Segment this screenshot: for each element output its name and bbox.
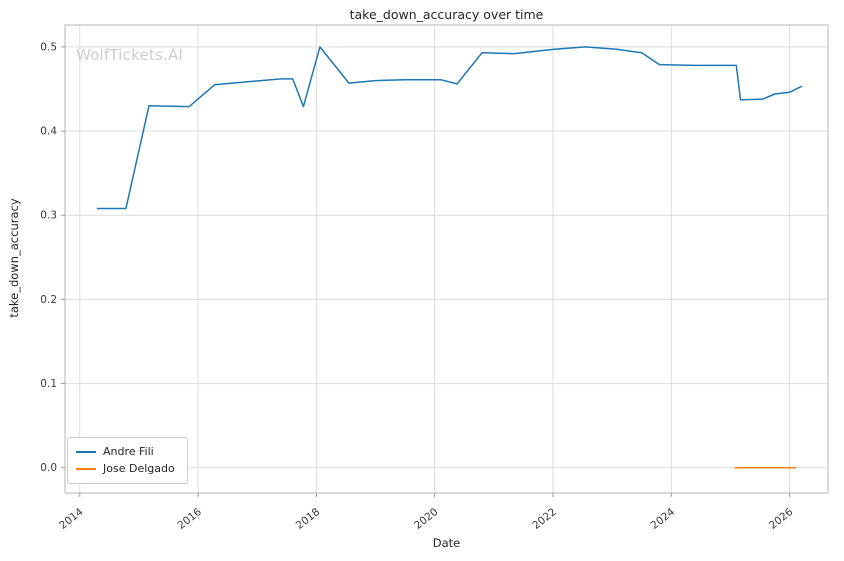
- legend-line-swatch: [76, 467, 96, 470]
- legend-item: Andre Fili: [76, 443, 175, 460]
- legend: Andre Fili Jose Delgado: [67, 437, 188, 484]
- y-tick-label: 0.3: [40, 210, 57, 222]
- legend-item: Jose Delgado: [76, 460, 175, 477]
- plot-border: [64, 24, 829, 494]
- legend-label: Andre Fili: [103, 445, 154, 458]
- x-tick-label: 2020: [412, 506, 440, 532]
- series-line-andre-fili: [96, 46, 803, 210]
- legend-line-swatch: [76, 450, 96, 453]
- x-tick-label: 2014: [57, 506, 86, 532]
- y-tick-label: 0.1: [40, 378, 57, 390]
- x-tick-label: 2018: [294, 506, 322, 532]
- y-tick-label: 0.2: [40, 294, 57, 306]
- watermark: WolfTickets.AI: [76, 46, 184, 64]
- legend-label: Jose Delgado: [103, 462, 175, 475]
- chart-title: take_down_accuracy over time: [349, 7, 544, 22]
- x-tick-label: 2022: [530, 506, 558, 532]
- x-tick-label: 2016: [175, 506, 204, 532]
- y-tick-label: 0.5: [40, 41, 57, 53]
- x-tick-label: 2024: [649, 506, 678, 532]
- y-tick-label: 0.4: [40, 126, 57, 138]
- y-tick-label: 0.0: [40, 462, 57, 474]
- x-tick-label: 2026: [767, 506, 796, 532]
- x-axis-label: Date: [432, 536, 461, 550]
- y-axis-label: take_down_accuracy: [7, 198, 21, 318]
